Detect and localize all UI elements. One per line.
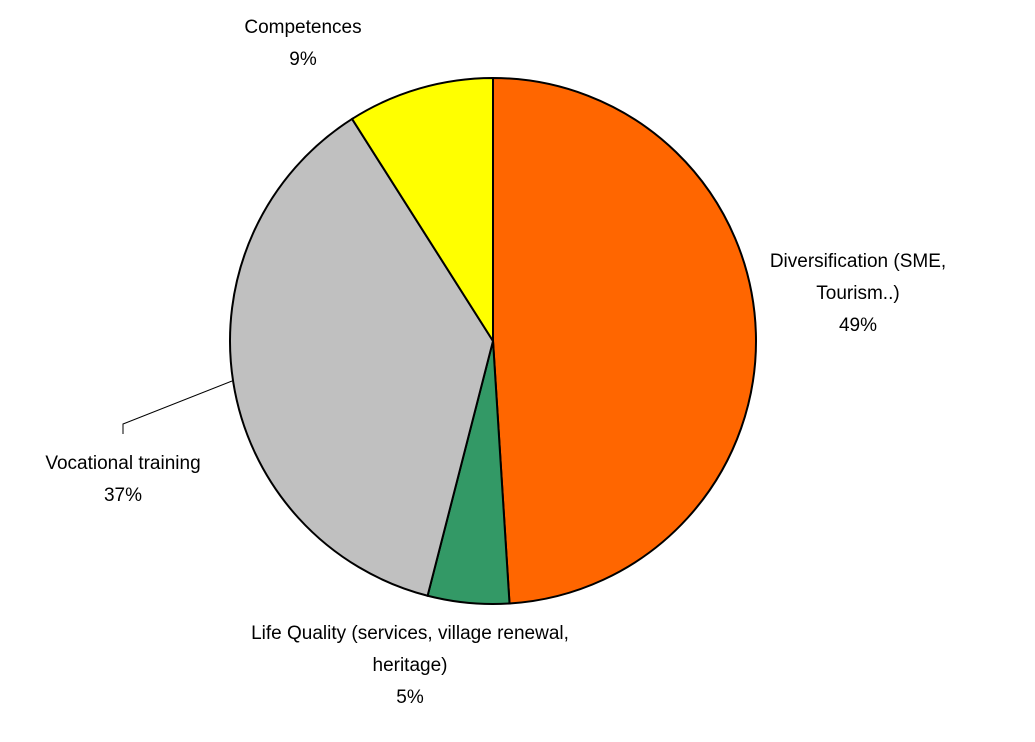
pie-slice: [492, 76, 757, 605]
category-label: Diversification (SME, Tourism..): [769, 251, 947, 304]
value-label: 37%: [103, 485, 143, 506]
leader-line: [122, 380, 233, 434]
data-label: Competences 9%: [200, 12, 406, 76]
category-label: Vocational training: [45, 453, 201, 474]
value-label: 5%: [396, 687, 424, 708]
data-label: Diversification (SME, Tourism..) 49%: [758, 246, 958, 342]
value-label: 49%: [838, 315, 878, 336]
data-label: Vocational training 37%: [0, 448, 246, 512]
pie-slice: [350, 76, 494, 345]
category-label: Competences: [244, 17, 362, 38]
category-label: Life Quality (services, village renewal,…: [251, 623, 569, 676]
value-label: 9%: [289, 49, 317, 70]
data-label: Life Quality (services, village renewal,…: [250, 618, 570, 714]
